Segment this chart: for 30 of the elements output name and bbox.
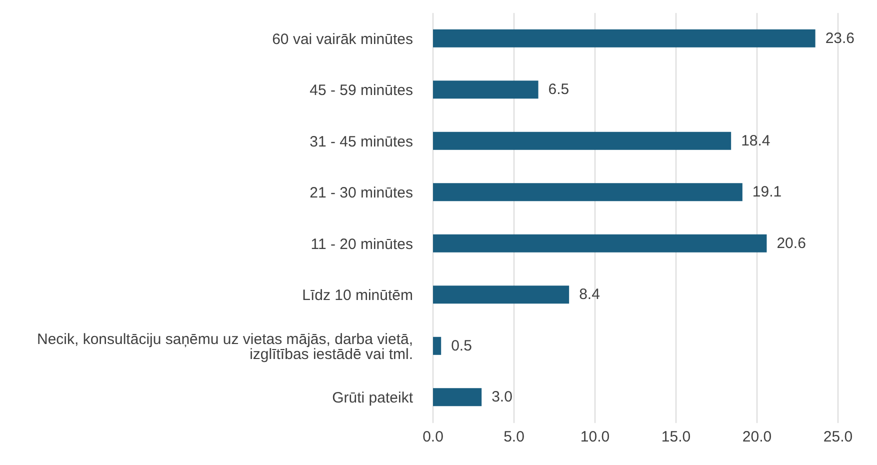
- x-tick-label: 10.0: [580, 428, 610, 446]
- bar: [433, 234, 767, 252]
- data-label: 23.6: [825, 30, 855, 47]
- y-tick-label: 45 - 59 minūtes: [310, 82, 413, 100]
- bar: [433, 132, 732, 150]
- x-tick-label: 20.0: [742, 428, 772, 446]
- bar: [433, 80, 538, 99]
- data-label: 0.5: [451, 337, 472, 354]
- y-tick-label: Grūti pateikt: [332, 390, 414, 407]
- x-tick-label: 0.0: [422, 428, 444, 446]
- data-label: 20.6: [776, 234, 806, 252]
- bar: [433, 388, 482, 406]
- y-tick-label: 21 - 30 minūtes: [310, 184, 413, 202]
- y-tick-label: 11 - 20 minūtes: [310, 236, 413, 253]
- y-tick-label: Necik, konsultāciju saņēmu uz vietas mājās, darba vietā, izglītības iestādē vai tml.: [36, 330, 413, 363]
- bar: [433, 336, 442, 355]
- data-label: 18.4: [741, 132, 770, 150]
- data-label: 3.0: [492, 388, 512, 406]
- x-tick-label: 15.0: [661, 428, 691, 446]
- bar: [433, 286, 570, 304]
- y-tick-label: 31 - 45 minūtes: [310, 133, 413, 150]
- y-tick-label: Līdz 10 minūtēm: [302, 287, 413, 304]
- bar: [433, 29, 816, 48]
- x-tick-label: 5.0: [504, 428, 524, 446]
- bar: [433, 183, 742, 202]
- data-label: 8.4: [579, 286, 600, 304]
- data-label: 19.1: [752, 184, 782, 201]
- data-label: 6.5: [548, 81, 570, 98]
- x-tick-label: 25.0: [823, 428, 853, 446]
- y-tick-label: 60 vai vairāk minūtes: [272, 30, 413, 48]
